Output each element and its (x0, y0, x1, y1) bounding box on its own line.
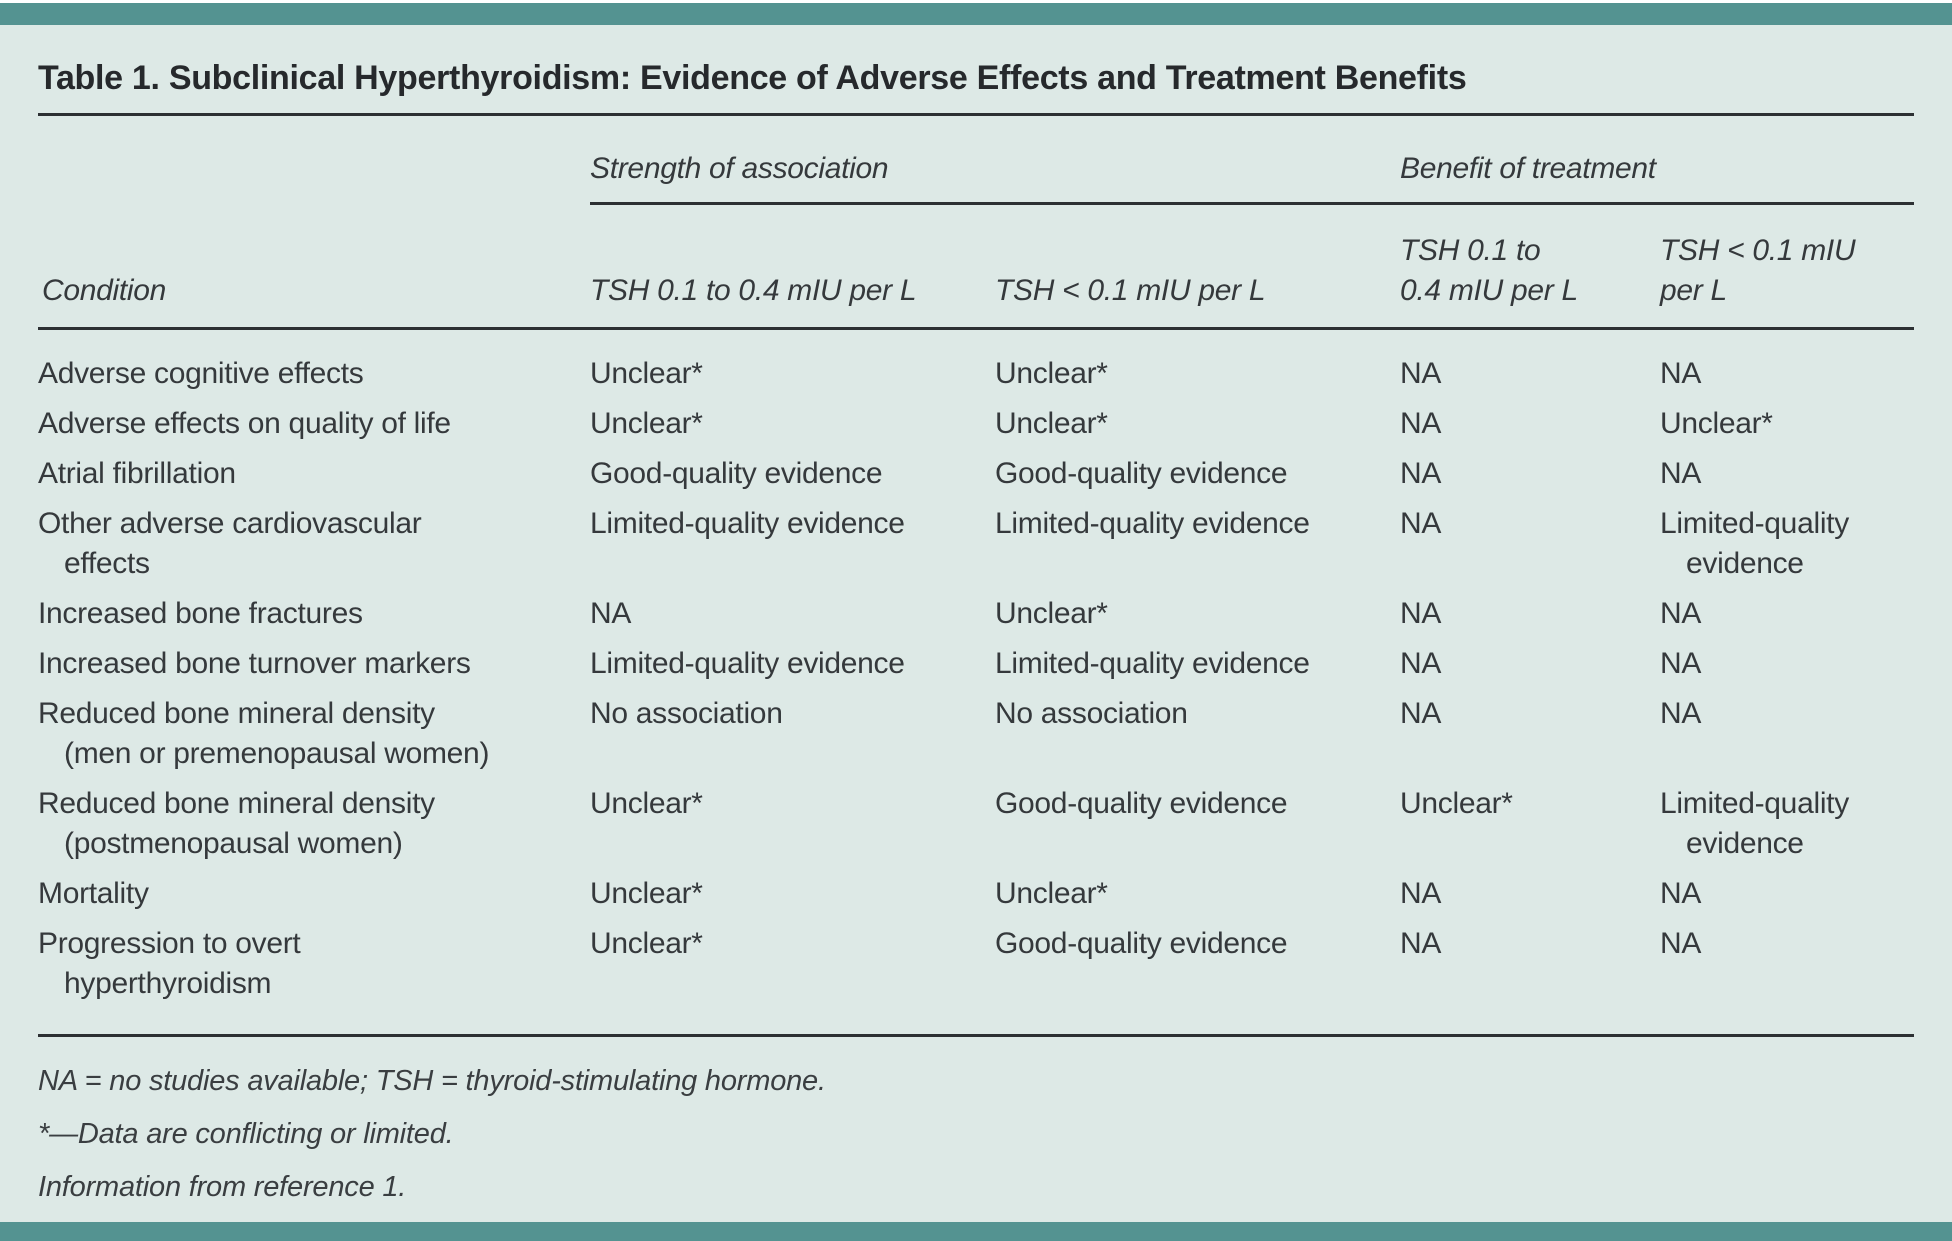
value-cell: Good-quality evidence (995, 457, 1288, 490)
value-cell: Unclear* (590, 927, 703, 960)
value-cell: Limited-quality evidence (995, 647, 1310, 680)
group-header-strength: Strength of association (590, 152, 889, 185)
value-cell: Limited-quality evidence (1660, 507, 1849, 580)
value-cell: NA (1660, 647, 1702, 680)
value-cell: Limited-quality evidence (995, 507, 1310, 540)
group-header-benefit: Benefit of treatment (1400, 152, 1656, 185)
table-background: Table 1. Subclinical Hyperthyroidism: Ev… (0, 25, 1952, 1222)
group-header-row: Strength of association Benefit of treat… (38, 152, 1914, 205)
condition-cell: Atrial fibrillation (38, 457, 236, 490)
table-row: Progression to overt hyperthyroidism Unc… (38, 924, 1914, 1004)
value-cell: Unclear* (590, 877, 703, 910)
table-row: Reduced bone mineral density (postmenopa… (38, 784, 1914, 864)
column-header-benefit-tsh-01-04: TSH 0.1 to 0.4 mIU per L (1400, 234, 1578, 307)
title-rule (38, 113, 1914, 116)
table-row: Mortality Unclear* Unclear* NA NA (38, 874, 1914, 914)
condition-cell: Adverse cognitive effects (38, 357, 364, 390)
table-footnotes: NA = no studies available; TSH = thyroid… (38, 1037, 1914, 1207)
column-header-strength-tsh-lt-01: TSH < 0.1 mIU per L (995, 274, 1266, 307)
table-row: Adverse cognitive effects Unclear* Uncle… (38, 354, 1914, 394)
value-cell: NA (1400, 647, 1442, 680)
value-cell: Unclear* (590, 787, 703, 820)
table-body: Adverse cognitive effects Unclear* Uncle… (38, 330, 1914, 1037)
table-row: Adverse effects on quality of life Uncle… (38, 404, 1914, 444)
top-accent-bar (0, 3, 1952, 25)
value-cell: NA (1400, 457, 1442, 490)
column-header-condition: Condition (42, 274, 167, 307)
value-cell: NA (1400, 507, 1442, 540)
value-cell: NA (1660, 927, 1702, 960)
value-cell: NA (590, 597, 632, 630)
group-header-span: Strength of association Benefit of treat… (590, 152, 1914, 205)
bottom-accent-bar (0, 1222, 1952, 1241)
footnote-abbreviations: NA = no studies available; TSH = thyroid… (38, 1065, 826, 1097)
condition-cell: Reduced bone mineral density (postmenopa… (38, 787, 435, 860)
value-cell: NA (1400, 927, 1442, 960)
group-header-spacer (38, 152, 590, 205)
value-cell: No association (995, 697, 1188, 730)
value-cell: Limited-quality evidence (590, 647, 905, 680)
value-cell: NA (1400, 407, 1442, 440)
condition-cell: Increased bone turnover markers (38, 647, 471, 680)
footnote-source: Information from reference 1. (38, 1171, 407, 1203)
value-cell: NA (1400, 597, 1442, 630)
value-cell: Unclear* (1660, 407, 1773, 440)
condition-cell: Reduced bone mineral density (men or pre… (38, 697, 490, 770)
value-cell: NA (1400, 877, 1442, 910)
value-cell: NA (1660, 457, 1702, 490)
value-cell: Unclear* (995, 357, 1108, 390)
value-cell: NA (1400, 357, 1442, 390)
table-row: Other adverse cardiovascular effects Lim… (38, 504, 1914, 584)
value-cell: Unclear* (995, 877, 1108, 910)
column-header-strength-tsh-01-04: TSH 0.1 to 0.4 mIU per L (590, 274, 917, 307)
value-cell: Good-quality evidence (995, 927, 1288, 960)
value-cell: No association (590, 697, 783, 730)
value-cell: Good-quality evidence (995, 787, 1288, 820)
value-cell: NA (1660, 597, 1702, 630)
value-cell: Good-quality evidence (590, 457, 883, 490)
value-cell: Unclear* (995, 597, 1108, 630)
column-header-benefit-tsh-lt-01: TSH < 0.1 mIU per L (1660, 234, 1856, 307)
value-cell: Unclear* (1400, 787, 1513, 820)
value-cell: Limited-quality evidence (590, 507, 905, 540)
column-header-row: Condition TSH 0.1 to 0.4 mIU per L TSH <… (38, 205, 1914, 330)
condition-cell: Mortality (38, 877, 149, 910)
table-row: Atrial fibrillation Good-quality evidenc… (38, 454, 1914, 494)
table-title: Table 1. Subclinical Hyperthyroidism: Ev… (38, 59, 1467, 97)
value-cell: Unclear* (590, 357, 703, 390)
value-cell: Unclear* (590, 407, 703, 440)
value-cell: NA (1400, 697, 1442, 730)
table-row: Increased bone turnover markers Limited-… (38, 644, 1914, 684)
table-row: Reduced bone mineral density (men or pre… (38, 694, 1914, 774)
value-cell: NA (1660, 357, 1702, 390)
condition-cell: Other adverse cardiovascular effects (38, 507, 422, 580)
footnote-asterisk: *—Data are conflicting or limited. (38, 1118, 454, 1150)
value-cell: Limited-quality evidence (1660, 787, 1849, 860)
value-cell: NA (1660, 877, 1702, 910)
value-cell: Unclear* (995, 407, 1108, 440)
condition-cell: Progression to overt hyperthyroidism (38, 927, 301, 1000)
condition-cell: Increased bone fractures (38, 597, 363, 630)
condition-cell: Adverse effects on quality of life (38, 407, 451, 440)
value-cell: NA (1660, 697, 1702, 730)
table-row: Increased bone fractures NA Unclear* NA … (38, 594, 1914, 634)
